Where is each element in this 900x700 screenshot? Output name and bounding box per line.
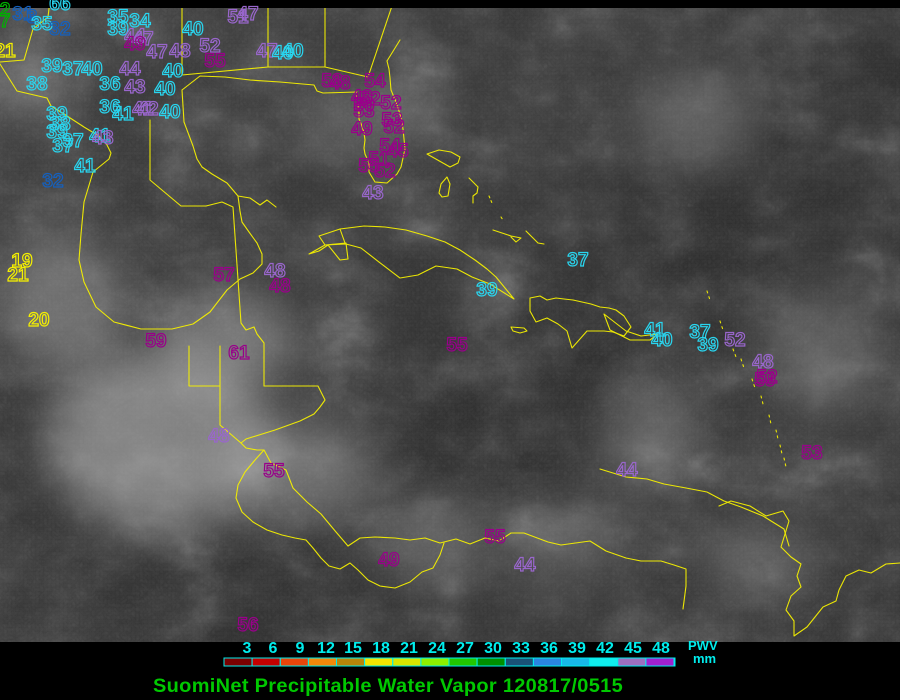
svg-text:12: 12 — [317, 640, 335, 657]
svg-text:24: 24 — [428, 640, 446, 657]
svg-text:45: 45 — [624, 640, 642, 657]
svg-text:30: 30 — [484, 640, 502, 657]
svg-text:42: 42 — [596, 640, 614, 657]
svg-text:9: 9 — [296, 640, 305, 657]
svg-text:15: 15 — [344, 640, 362, 657]
svg-text:33: 33 — [512, 640, 530, 657]
svg-text:27: 27 — [456, 640, 474, 657]
svg-text:SuomiNet Precipitable Water Va: SuomiNet Precipitable Water Vapor 120817… — [153, 676, 623, 697]
svg-text:mm: mm — [693, 651, 716, 666]
svg-text:3: 3 — [243, 640, 252, 657]
svg-text:21: 21 — [400, 640, 418, 657]
svg-text:39: 39 — [568, 640, 586, 657]
svg-text:48: 48 — [652, 640, 670, 657]
svg-text:36: 36 — [540, 640, 558, 657]
svg-text:18: 18 — [372, 640, 390, 657]
svg-text:6: 6 — [269, 640, 278, 657]
